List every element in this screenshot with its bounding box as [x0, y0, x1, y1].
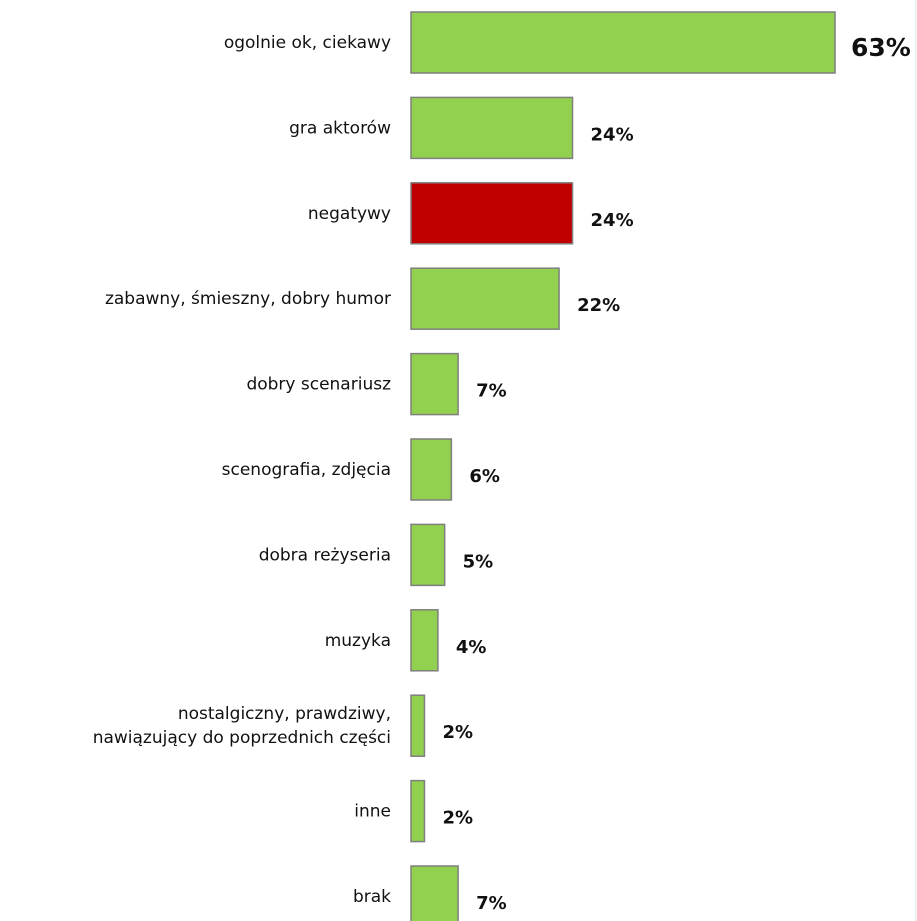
value-label-4: 7%: [476, 381, 507, 402]
bar-8: [410, 694, 426, 757]
value-label-8: 2%: [442, 722, 473, 743]
value-label-5: 6%: [469, 466, 500, 487]
value-label-3: 22%: [577, 295, 620, 316]
category-label-7: muzyka: [325, 631, 391, 651]
bar-5: [410, 438, 453, 501]
bar-7: [410, 609, 439, 672]
value-label-7: 4%: [456, 637, 487, 658]
bar-3: [410, 267, 560, 330]
category-label-9: inne: [354, 802, 391, 822]
value-label-1: 24%: [591, 124, 634, 145]
bar-4: [410, 352, 459, 416]
category-label-5: scenografia, zdjęcia: [222, 460, 391, 480]
value-label-2: 24%: [591, 210, 634, 231]
bar-0: [410, 11, 836, 74]
category-label-6: dobra reżyseria: [259, 545, 391, 565]
category-label-2: negatywy: [308, 204, 391, 224]
category-label-3: zabawny, śmieszny, dobry humor: [105, 289, 391, 309]
value-label-9: 2%: [442, 808, 473, 829]
category-label-4: dobry scenariusz: [246, 375, 391, 395]
category-label-10: brak: [353, 887, 391, 907]
category-label-1: gra aktorów: [289, 118, 391, 138]
bar-9: [410, 779, 426, 843]
bar-2: [410, 182, 574, 245]
category-label-0: ogolnie ok, ciekawy: [224, 33, 391, 53]
value-label-0: 63%: [851, 33, 911, 62]
category-label-8: nostalgiczny, prawdziwy, nawiązujący do p…: [93, 704, 391, 748]
bar-10: [410, 865, 459, 921]
value-label-10: 7%: [476, 893, 507, 914]
value-label-6: 5%: [463, 551, 494, 572]
bar-6: [410, 523, 446, 587]
bar-1: [410, 96, 574, 160]
